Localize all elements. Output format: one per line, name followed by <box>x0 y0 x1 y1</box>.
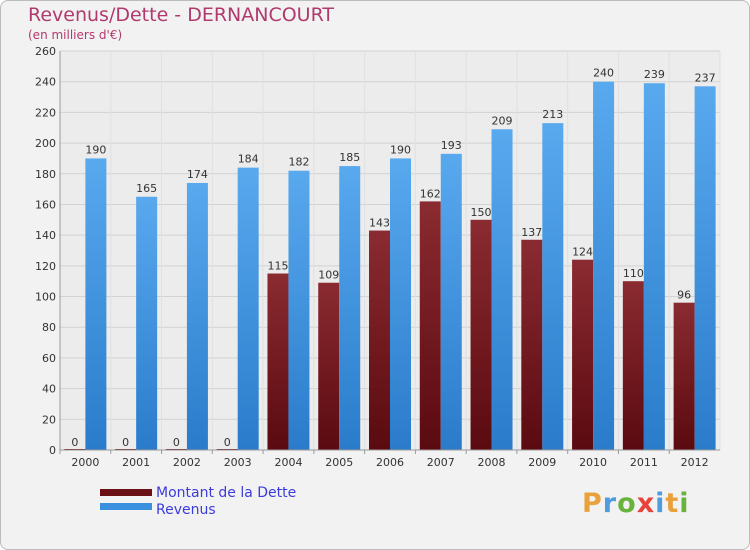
bar-dette <box>673 302 695 450</box>
bar-dette <box>369 230 390 450</box>
x-tick-label: 2005 <box>325 456 353 469</box>
data-label-dette: 115 <box>267 260 288 273</box>
y-tick-label: 60 <box>42 352 56 365</box>
x-tick-label: 2012 <box>681 456 709 469</box>
x-tick-label: 2010 <box>579 456 607 469</box>
bar-dette <box>267 273 289 450</box>
data-label-dette: 162 <box>420 187 441 200</box>
data-label-dette: 96 <box>677 289 691 302</box>
data-label-revenus: 184 <box>238 153 259 166</box>
logo-letter: P <box>582 488 603 519</box>
data-label-revenus: 213 <box>542 108 563 121</box>
bar-dette <box>572 259 594 450</box>
y-tick-label: 160 <box>35 198 56 211</box>
y-tick-label: 120 <box>35 260 56 273</box>
data-label-revenus: 190 <box>85 143 106 156</box>
y-tick-label: 260 <box>35 45 56 58</box>
data-label-dette: 0 <box>224 436 231 449</box>
data-label-dette: 124 <box>572 246 593 259</box>
bar-revenus <box>694 86 716 451</box>
bar-revenus <box>339 166 361 450</box>
legend-swatch-revenus <box>100 503 152 510</box>
y-tick-label: 200 <box>35 137 56 150</box>
data-label-revenus: 237 <box>695 71 716 84</box>
bar-dette <box>419 201 441 450</box>
data-label-dette: 0 <box>173 436 180 449</box>
bar-revenus <box>136 196 158 450</box>
legend-label-dette: Montant de la Dette <box>156 485 297 501</box>
y-tick-label: 40 <box>42 383 56 396</box>
data-label-dette: 143 <box>369 217 390 230</box>
x-tick-label: 2003 <box>224 456 252 469</box>
x-tick-label: 2007 <box>427 456 455 469</box>
bar-revenus <box>186 182 208 450</box>
y-tick-label: 220 <box>35 106 56 119</box>
bar-revenus <box>288 170 310 450</box>
logo-letter: i <box>655 488 666 519</box>
logo-letter: o <box>617 488 637 519</box>
data-label-dette: 109 <box>318 269 339 282</box>
bar-revenus <box>85 158 107 450</box>
bar-revenus <box>643 83 665 450</box>
bar-dette <box>318 282 340 450</box>
data-label-revenus: 165 <box>136 182 157 195</box>
y-tick-label: 100 <box>35 291 56 304</box>
y-tick-label: 140 <box>35 229 56 242</box>
logo-letter: t <box>665 488 680 519</box>
bars: 0 190 0 165 0 174 0 184 115 182 109 185 143 190 162 193… <box>64 67 716 451</box>
bar-revenus <box>390 158 411 450</box>
chart-title: Revenus/Dette - DERNANCOURT <box>28 4 335 26</box>
axes: 0 20 40 60 80 100 120 140 160 180 200 220 240 260 2000… <box>35 45 720 469</box>
data-label-revenus: 193 <box>441 139 462 152</box>
data-label-revenus: 209 <box>492 114 513 127</box>
bar-dette <box>521 239 543 450</box>
bar-revenus <box>491 129 513 450</box>
bar-revenus <box>593 81 615 450</box>
logo-letter: r <box>602 488 618 519</box>
data-label-revenus: 239 <box>644 68 665 81</box>
data-label-revenus: 240 <box>593 67 614 80</box>
legend-swatch-dette <box>100 489 152 496</box>
logo-letter: i <box>679 488 690 519</box>
logo-letter: x <box>636 488 656 519</box>
data-label-dette: 0 <box>122 436 129 449</box>
x-tick-label: 2006 <box>376 456 404 469</box>
bar-revenus <box>237 167 259 450</box>
x-tick-label: 2002 <box>173 456 201 469</box>
x-tick-label: 2001 <box>122 456 150 469</box>
data-label-revenus: 174 <box>187 168 208 181</box>
bar-dette <box>470 219 492 450</box>
x-tick-label: 2009 <box>528 456 556 469</box>
data-label-dette: 0 <box>71 436 78 449</box>
x-tick-label: 2008 <box>478 456 506 469</box>
y-tick-label: 240 <box>35 76 56 89</box>
bar-revenus <box>440 153 462 451</box>
data-label-revenus: 185 <box>339 151 360 164</box>
x-tick-label: 2000 <box>71 456 99 469</box>
bar-revenus <box>542 123 564 450</box>
y-tick-label: 180 <box>35 168 56 181</box>
y-tick-label: 80 <box>42 321 56 334</box>
y-tick-label: 0 <box>49 444 56 457</box>
data-label-revenus: 190 <box>390 143 411 156</box>
y-tick-label: 20 <box>42 413 56 426</box>
x-tick-label: 2011 <box>630 456 658 469</box>
data-label-revenus: 182 <box>288 156 309 169</box>
data-label-dette: 110 <box>623 267 644 280</box>
legend-label-revenus: Revenus <box>156 502 216 518</box>
x-tick-label: 2004 <box>274 456 302 469</box>
data-label-dette: 137 <box>521 226 542 239</box>
data-label-dette: 150 <box>471 206 492 219</box>
bar-dette <box>622 281 644 450</box>
proxiti-logo: Proxiti <box>582 488 690 519</box>
chart-subtitle: (en milliers d'€) <box>28 28 123 42</box>
